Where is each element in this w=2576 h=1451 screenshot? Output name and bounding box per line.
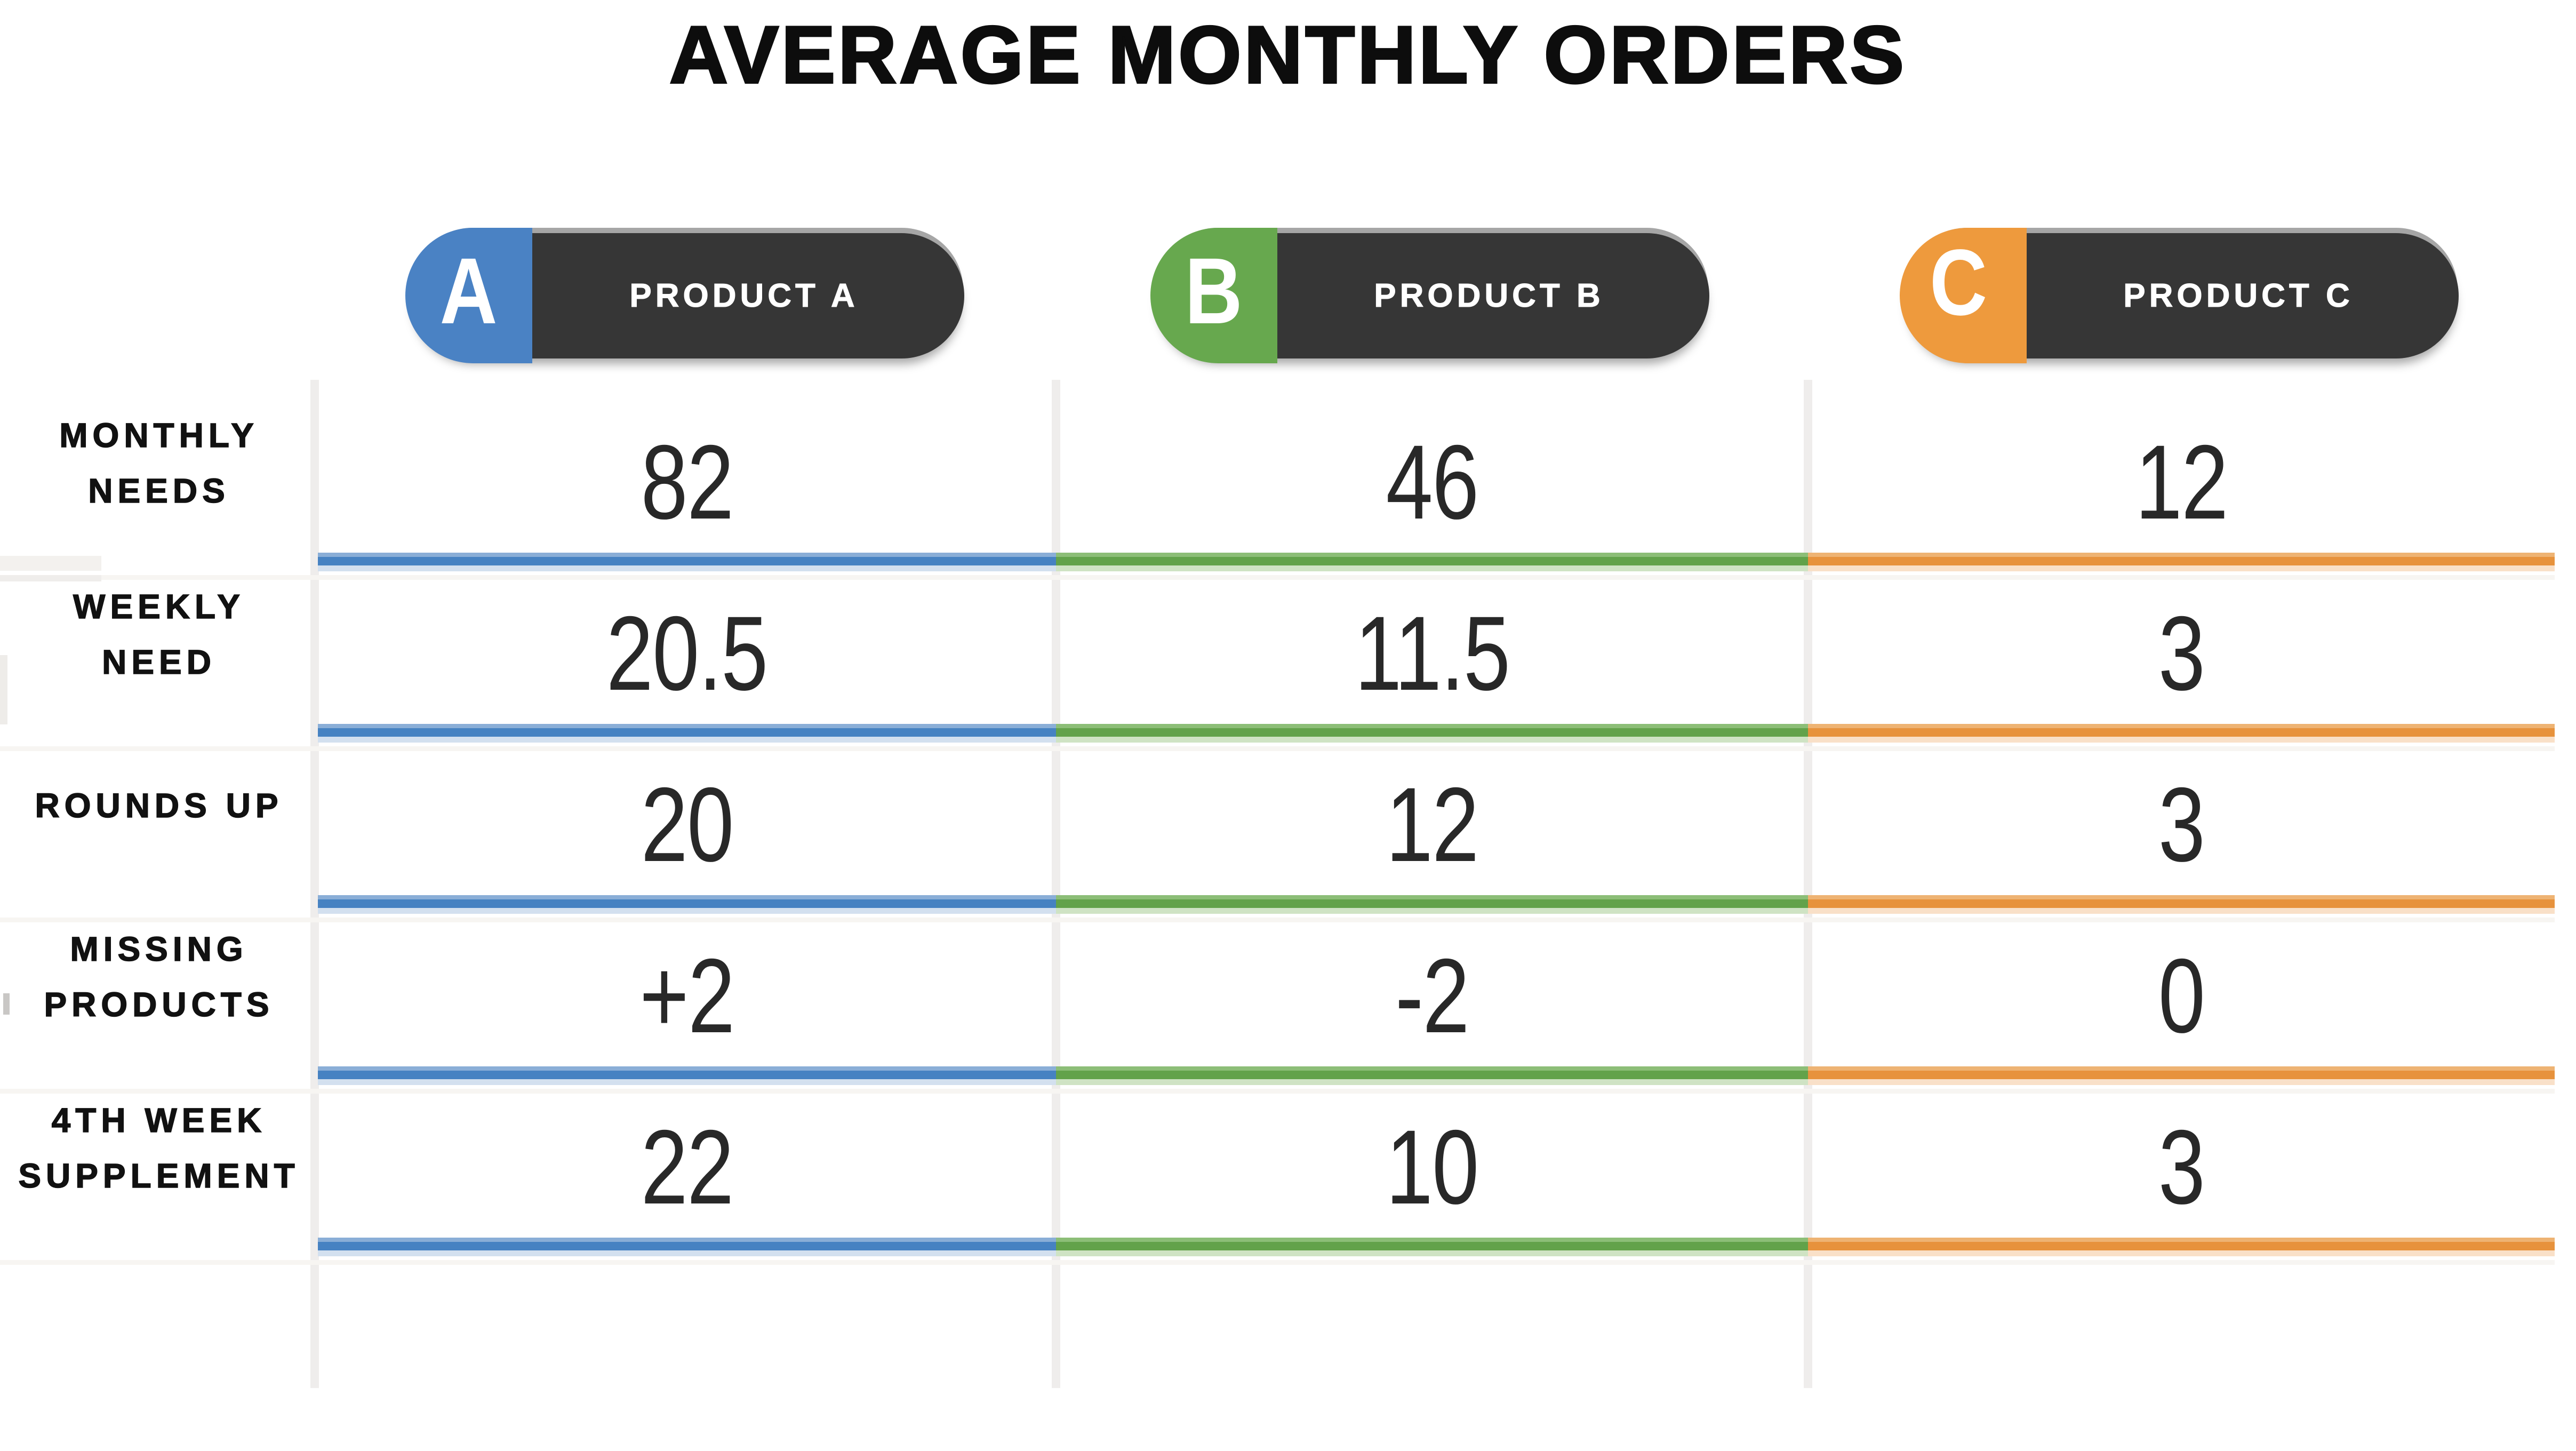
underline-product-c: [1808, 724, 2555, 743]
product-a-badge-letter: A: [439, 239, 498, 344]
cell-value: 22: [641, 1108, 734, 1226]
header-row: A PRODUCT A B PRODUCT B C PRODUCT C: [0, 228, 2576, 363]
cell-4th-week-supplement-product-b: 10: [1056, 1066, 1808, 1238]
cell-value: +2: [639, 937, 735, 1055]
underline-product-b: [1056, 1066, 1808, 1085]
row-label-line1: MISSING: [70, 929, 248, 969]
product-b-badge-letter: B: [1185, 239, 1243, 344]
row-label-missing-products: MISSING PRODUCTS: [0, 891, 318, 1062]
cell-value: 3: [2158, 1108, 2205, 1226]
row-label-line1: 4TH WEEK: [51, 1101, 267, 1140]
row-label-4th-week-supplement: 4TH WEEK SUPPLEMENT: [0, 1062, 318, 1233]
underline-product-c: [1808, 553, 2555, 571]
product-a-header-label: PRODUCT A: [629, 277, 859, 315]
cell-rounds-up-product-a: 20: [318, 724, 1056, 895]
product-b-header-pill: B PRODUCT B: [1150, 228, 1709, 363]
cell-value: 3: [2158, 766, 2205, 883]
cell-missing-products-product-c: 0: [1808, 895, 2555, 1066]
table-row-weekly-need: WEEKLY NEED 20.5 11.5 3: [0, 553, 2555, 751]
product-c-badge-icon: C: [1900, 228, 2027, 363]
column-divider-a-b: [1052, 380, 1060, 1388]
cell-weekly-need-product-a: 20.5: [318, 553, 1056, 724]
column-divider-labels-a: [310, 380, 319, 1388]
edge-artifact: [0, 655, 7, 724]
cell-monthly-needs-product-c: 12: [1808, 381, 2555, 553]
edge-artifact: [3, 993, 10, 1015]
cell-weekly-need-product-b: 11.5: [1056, 553, 1808, 724]
row-label-monthly-needs: MONTHLY NEEDS: [0, 377, 318, 548]
cell-missing-products-product-b: -2: [1056, 895, 1808, 1066]
row-label-weekly-need: WEEKLY NEED: [0, 548, 318, 720]
underline-product-a: [318, 1066, 1056, 1085]
product-b-header-label: PRODUCT B: [1374, 277, 1604, 315]
page-title: AVERAGE MONTHLY ORDERS: [668, 9, 1907, 101]
cell-value: 20.5: [606, 594, 769, 712]
underline-product-a: [318, 553, 1056, 571]
underline-product-c: [1808, 1066, 2555, 1085]
product-c-badge-letter: C: [1930, 230, 1988, 335]
cell-value: 12: [1386, 766, 1479, 883]
cell-value: -2: [1395, 937, 1469, 1055]
row-label-line2: SUPPLEMENT: [18, 1156, 300, 1195]
edge-artifact: [0, 556, 101, 571]
underline-product-b: [1056, 1238, 1808, 1256]
cell-4th-week-supplement-product-c: 3: [1808, 1066, 2555, 1238]
cell-value: 46: [1386, 423, 1479, 541]
row-label-line2: NEED: [101, 642, 216, 682]
cell-value: 20: [641, 766, 734, 883]
underline-product-a: [318, 1238, 1056, 1256]
cell-value: 10: [1386, 1108, 1479, 1226]
row-label-line1: MONTHLY: [59, 416, 259, 455]
underline-product-a: [318, 724, 1056, 743]
cell-rounds-up-product-b: 12: [1056, 724, 1808, 895]
row-label-rounds-up: ROUNDS UP: [0, 720, 318, 891]
row-label-line2: PRODUCTS: [44, 985, 274, 1024]
column-divider-b-c: [1804, 380, 1812, 1388]
cell-rounds-up-product-c: 3: [1808, 724, 2555, 895]
underline-product-b: [1056, 724, 1808, 743]
cell-value: 11.5: [1354, 594, 1510, 712]
row-label-line2: NEEDS: [88, 471, 230, 511]
table-row-monthly-needs: MONTHLY NEEDS 82 46 12: [0, 381, 2555, 580]
underline-product-b: [1056, 553, 1808, 571]
row-label-line1: WEEKLY: [73, 587, 245, 626]
cell-value: 82: [641, 423, 734, 541]
cell-value: 12: [2135, 423, 2229, 541]
product-a-header-pill: A PRODUCT A: [405, 228, 964, 363]
product-c-header-label: PRODUCT C: [2123, 277, 2354, 315]
table-row-missing-products: MISSING PRODUCTS +2 -2 0: [0, 895, 2555, 1094]
cell-monthly-needs-product-a: 82: [318, 381, 1056, 553]
edge-artifact: [0, 575, 101, 581]
cell-4th-week-supplement-product-a: 22: [318, 1066, 1056, 1238]
cell-monthly-needs-product-b: 46: [1056, 381, 1808, 553]
underline-product-b: [1056, 895, 1808, 914]
cell-weekly-need-product-c: 3: [1808, 553, 2555, 724]
cell-missing-products-product-a: +2: [318, 895, 1056, 1066]
product-c-header-pill: C PRODUCT C: [1900, 228, 2459, 363]
table-row-rounds-up: ROUNDS UP 20 12 3: [0, 724, 2555, 922]
row-label-line1: ROUNDS UP: [35, 786, 283, 825]
product-b-badge-icon: B: [1150, 228, 1277, 363]
cell-value: 3: [2158, 594, 2205, 712]
underline-product-a: [318, 895, 1056, 914]
table-row-4th-week-supplement: 4TH WEEK SUPPLEMENT 22 10 3: [0, 1066, 2555, 1265]
underline-product-c: [1808, 895, 2555, 914]
cell-value: 0: [2158, 937, 2205, 1055]
data-table: MONTHLY NEEDS 82 46 12 WEEKLY NEED 20.5 …: [0, 381, 2555, 1265]
underline-product-c: [1808, 1238, 2555, 1256]
product-a-badge-icon: A: [405, 228, 532, 363]
